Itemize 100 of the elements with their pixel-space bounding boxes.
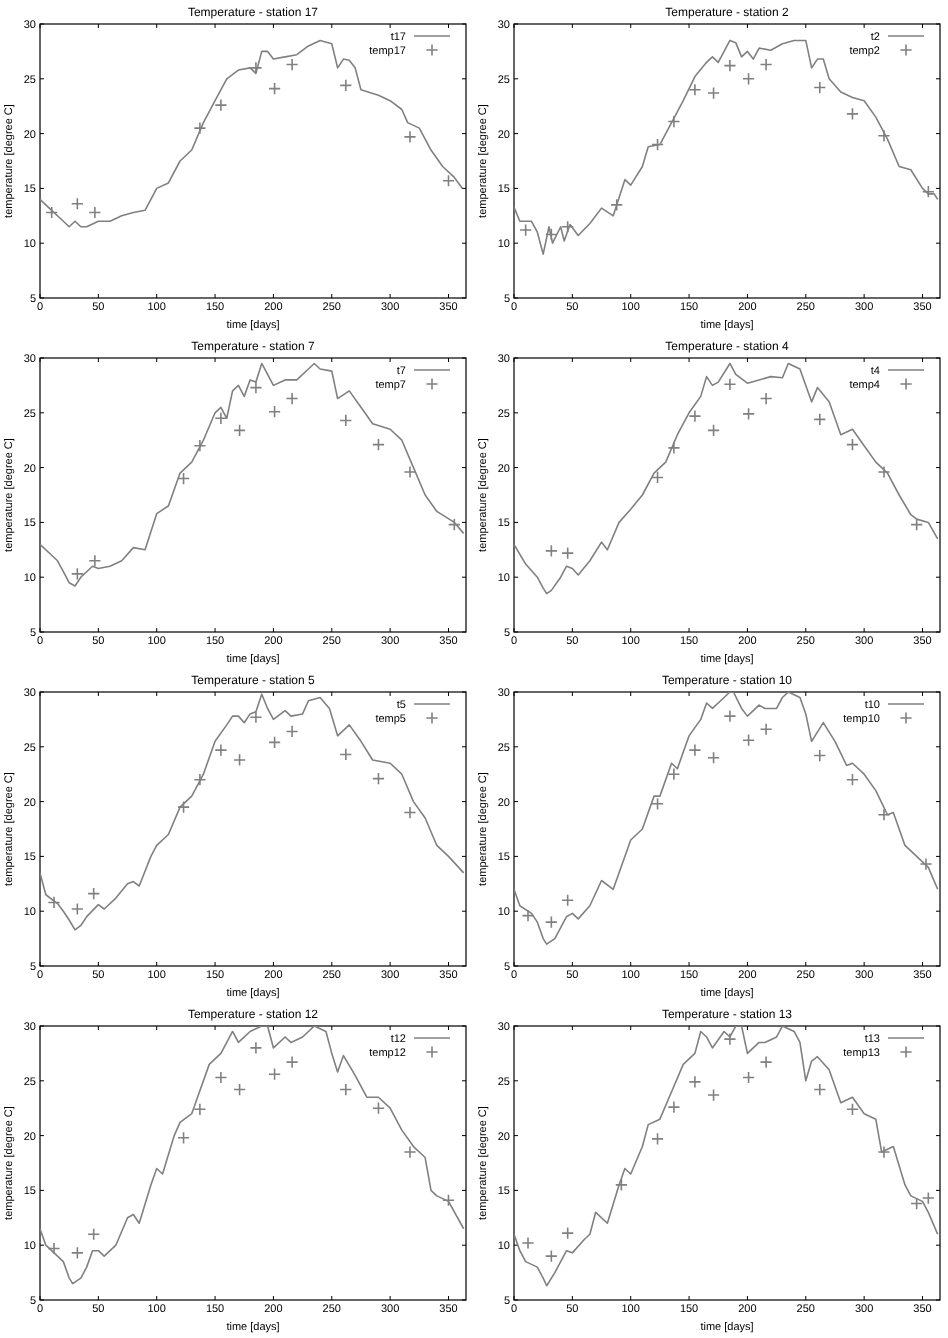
point [214, 1071, 228, 1084]
point [910, 518, 924, 531]
point [759, 392, 773, 405]
point [177, 800, 190, 814]
point [47, 896, 61, 909]
point [667, 115, 681, 128]
point [544, 915, 558, 929]
point [403, 1145, 417, 1159]
point [442, 174, 455, 188]
point [214, 411, 228, 425]
point [742, 72, 755, 86]
line-series [40, 1026, 465, 1285]
point [193, 439, 207, 453]
point [70, 567, 84, 581]
point [651, 471, 664, 484]
point [561, 220, 575, 234]
point [846, 1102, 859, 1116]
point [88, 554, 102, 568]
point [521, 909, 535, 922]
point [667, 767, 681, 781]
line-series [40, 362, 465, 587]
point [268, 736, 281, 749]
point [285, 1055, 299, 1069]
line-series [514, 39, 939, 255]
point [70, 902, 84, 916]
point [561, 1226, 575, 1240]
point [707, 86, 720, 100]
point [813, 412, 827, 426]
point [249, 710, 263, 724]
point [544, 1249, 558, 1263]
point [544, 228, 558, 241]
point [177, 472, 190, 485]
point [249, 1041, 263, 1055]
point [372, 438, 385, 451]
point [759, 1055, 773, 1069]
point [688, 1075, 702, 1089]
point [268, 405, 281, 419]
point [193, 773, 207, 787]
point [87, 887, 101, 901]
point [70, 1246, 84, 1260]
point [742, 733, 755, 747]
line-series [40, 39, 464, 228]
point [688, 83, 702, 97]
point [268, 1067, 281, 1081]
point [707, 1088, 720, 1102]
point [919, 857, 933, 871]
line-series [514, 692, 939, 945]
point [403, 465, 417, 479]
point [521, 1236, 535, 1250]
point [688, 409, 702, 423]
point [707, 751, 720, 765]
point [651, 138, 664, 151]
point [233, 1083, 246, 1096]
point [877, 465, 891, 479]
point [723, 1032, 737, 1046]
point [846, 107, 859, 121]
point [285, 58, 299, 71]
point [285, 392, 299, 405]
point [193, 1102, 207, 1116]
point [921, 1191, 935, 1205]
point [372, 1101, 385, 1115]
point [846, 438, 859, 451]
point [88, 206, 102, 219]
point [214, 743, 228, 757]
point [813, 81, 827, 94]
point [403, 130, 417, 144]
point [877, 808, 891, 822]
point [339, 414, 353, 427]
point [87, 1227, 101, 1241]
point [921, 185, 935, 199]
line-series [514, 362, 939, 595]
point [339, 748, 353, 761]
point [519, 223, 533, 237]
point [651, 1132, 664, 1146]
point [249, 61, 263, 75]
point [723, 377, 737, 391]
point [651, 797, 664, 811]
point [723, 709, 737, 723]
point [45, 206, 59, 219]
point [339, 78, 353, 92]
point [877, 129, 891, 143]
point [233, 423, 246, 437]
line-series [40, 693, 465, 931]
point [249, 381, 263, 394]
point [268, 82, 281, 96]
point [688, 743, 702, 757]
point [544, 544, 558, 558]
point [667, 1100, 681, 1114]
point [339, 1083, 353, 1096]
point [177, 1131, 190, 1145]
point [561, 546, 575, 560]
point [813, 749, 827, 762]
point [285, 725, 299, 738]
point [707, 423, 720, 437]
point [742, 407, 755, 421]
line-series [514, 1026, 939, 1287]
point [877, 1145, 891, 1159]
point [214, 98, 228, 112]
point [403, 806, 417, 819]
point [447, 518, 461, 531]
